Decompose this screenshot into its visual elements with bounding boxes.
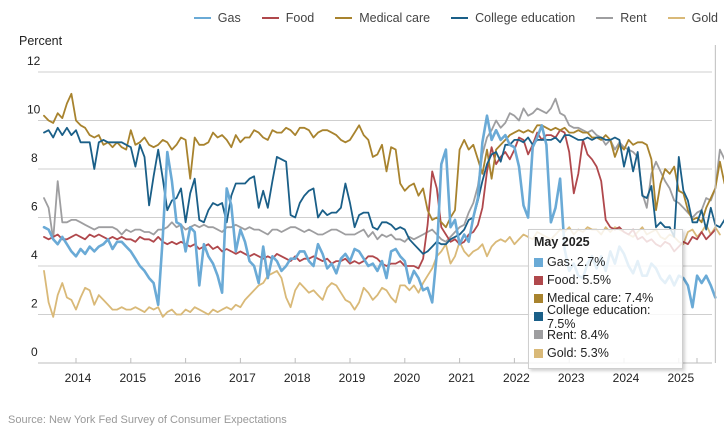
x-tick-label: 2017 (229, 371, 256, 385)
y-axis-label: Percent (19, 34, 63, 48)
y-tick-label: 0 (31, 345, 38, 359)
legend-item-food[interactable]: Food (261, 11, 315, 25)
x-tick-label: 2020 (393, 371, 420, 385)
tooltip-swatch (534, 293, 543, 303)
legend-label: College education (475, 11, 576, 25)
legend-item-gold[interactable]: Gold (667, 11, 718, 25)
tooltip-row-gas: Gas: 2.7% (534, 253, 682, 271)
x-tick-label: 2024 (613, 371, 640, 385)
legend-label: Rent (620, 11, 647, 25)
legend-label: Gas (217, 11, 241, 25)
x-tick-label: 2018 (284, 371, 311, 385)
legend-label: Gold (691, 11, 718, 25)
series-lines (42, 92, 724, 318)
legend-swatch (335, 17, 353, 19)
y-tick-label: 4 (31, 248, 38, 262)
y-tick-label: 2 (31, 297, 38, 311)
legend-swatch (193, 17, 211, 19)
tooltip: May 2025 Gas: 2.7% Food: 5.5% Medical ca… (528, 229, 683, 369)
series-line-medical-care (43, 92, 724, 229)
tooltip-swatch (534, 348, 543, 358)
legend-swatch (451, 17, 469, 19)
tooltip-row-gold: Gold: 5.3% (534, 344, 682, 362)
x-tick-label: 2022 (503, 371, 530, 385)
series-line-food (43, 129, 717, 270)
tooltip-value: Medical care: 7.4% (547, 291, 654, 306)
tooltip-swatch (534, 257, 543, 267)
x-tick-label: 2019 (339, 371, 366, 385)
legend-swatch (667, 17, 685, 19)
legend-item-college-education[interactable]: College education (451, 11, 575, 25)
tooltip-row-college-education: College education: 7.5% (534, 303, 682, 331)
x-tick-label: 2021 (448, 371, 475, 385)
tooltip-value: Food: 5.5% (547, 273, 611, 288)
x-tick-label: 2016 (174, 371, 201, 385)
y-tick-label: 8 (31, 151, 38, 165)
series-line-college-education (43, 126, 724, 255)
tooltip-swatch (534, 330, 543, 340)
x-tick-label: 2014 (65, 371, 92, 385)
tooltip-swatch (534, 312, 543, 322)
y-tick-label: 6 (31, 200, 38, 214)
tooltip-swatch (534, 275, 543, 285)
y-tick-label: 10 (27, 103, 41, 117)
tooltip-row-medical-care: Medical care: 7.4% (534, 289, 682, 307)
tooltip-value: College education: 7.5% (546, 302, 651, 331)
legend-item-gas[interactable]: Gas (193, 11, 241, 25)
tooltip-value: Rent: 8.4% (547, 327, 609, 342)
y-tick-label: 12 (27, 54, 41, 68)
legend-item-rent[interactable]: Rent (596, 11, 647, 25)
legend: Gas Food Medical care College education … (173, 11, 718, 25)
legend-swatch (261, 17, 279, 19)
legend-label: Medical care (359, 11, 431, 25)
source-note: Source: New York Fed Survey of Consumer … (8, 414, 287, 426)
x-tick-label: 2023 (558, 371, 585, 385)
tooltip-row-rent: Rent: 8.4% (534, 326, 682, 344)
y-axis-ticks: 0 2 4 6 8 10 12 (27, 54, 41, 359)
legend-item-medical-care[interactable]: Medical care (335, 11, 430, 25)
series-line-gold (43, 223, 721, 318)
legend-swatch (596, 17, 614, 19)
tooltip-value: Gold: 5.3% (547, 346, 609, 361)
x-tick-label: 2025 (667, 371, 694, 385)
tooltip-value: Gas: 2.7% (547, 255, 606, 270)
legend-label: Food (285, 11, 315, 25)
tooltip-row-food: Food: 5.5% (534, 271, 682, 289)
x-tick-label: 2015 (119, 371, 146, 385)
x-axis: 2014 2015 2016 2017 2018 2019 2020 2021 2022 2023… (65, 358, 698, 385)
tooltip-title: May 2025 (534, 235, 590, 249)
